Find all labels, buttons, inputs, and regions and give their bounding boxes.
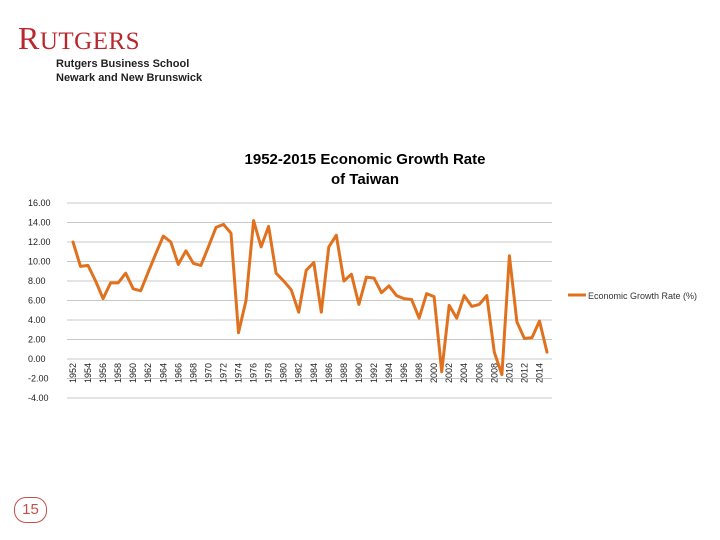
x-tick-label: 1998 — [414, 363, 424, 383]
x-tick-label: 2006 — [474, 363, 484, 383]
x-tick-label: 1974 — [234, 363, 244, 383]
y-tick-label: 14.00 — [28, 218, 51, 228]
x-tick-label: 1954 — [83, 363, 93, 383]
x-tick-label: 2002 — [444, 363, 454, 383]
x-tick-label: 2008 — [489, 363, 499, 383]
x-tick-label: 1970 — [203, 363, 213, 383]
x-tick-label: 1962 — [143, 363, 153, 383]
y-tick-label: 6.00 — [28, 296, 46, 306]
chart-title: 1952-2015 Economic Growth Rate — [244, 151, 486, 168]
y-tick-label: 8.00 — [28, 276, 46, 286]
x-tick-label: 1966 — [173, 363, 183, 383]
logo-school-name: Rutgers Business School — [56, 58, 190, 70]
x-tick-label: 2010 — [504, 363, 514, 383]
series-line — [71, 219, 549, 377]
rutgers-logo: RUTGERS Rutgers Business School Newark a… — [18, 20, 202, 84]
x-tick-label: 1982 — [294, 363, 304, 383]
x-tick-label: 1992 — [369, 363, 379, 383]
x-tick-label: 1960 — [128, 363, 138, 383]
x-tick-label: 2004 — [459, 363, 469, 383]
y-tick-label: 0.00 — [28, 354, 46, 364]
x-tick-label: 1976 — [249, 363, 259, 383]
x-tick-label: 1972 — [218, 363, 228, 383]
y-tick-label: 4.00 — [28, 315, 46, 325]
x-tick-label: 1964 — [158, 363, 168, 383]
y-tick-label: -2.00 — [28, 374, 49, 384]
x-tick-label: 1994 — [384, 363, 394, 383]
legend-label: Economic Growth Rate (%) — [588, 291, 698, 301]
logo-campus-line: Newark and New Brunswick — [56, 72, 203, 84]
x-tick-label: 2014 — [534, 363, 544, 383]
x-tick-label: 1968 — [188, 363, 198, 383]
rutgers-wordmark: RUTGERS — [18, 20, 141, 56]
x-tick-label: 1956 — [98, 363, 108, 383]
y-tick-label: 10.00 — [28, 257, 51, 267]
y-tick-label: -4.00 — [28, 393, 49, 403]
x-tick-label: 2012 — [519, 363, 529, 383]
x-tick-label: 1986 — [324, 363, 334, 383]
y-tick-label: 2.00 — [28, 335, 46, 345]
x-tick-label: 1990 — [354, 363, 364, 383]
x-tick-label: 1978 — [264, 363, 274, 383]
y-tick-label: 12.00 — [28, 237, 51, 247]
x-tick-label: 1988 — [339, 363, 349, 383]
x-tick-label: 2000 — [429, 363, 439, 383]
x-tick-label: 1984 — [309, 363, 319, 383]
x-tick-label: 1958 — [113, 363, 123, 383]
x-tick-label: 1952 — [68, 363, 78, 383]
y-tick-label: 16.00 — [28, 198, 51, 208]
x-tick-label: 1980 — [279, 363, 289, 383]
chart-title-line2: of Taiwan — [330, 171, 400, 188]
slide-number: 15 — [14, 497, 47, 523]
x-tick-label: 1996 — [399, 363, 409, 383]
